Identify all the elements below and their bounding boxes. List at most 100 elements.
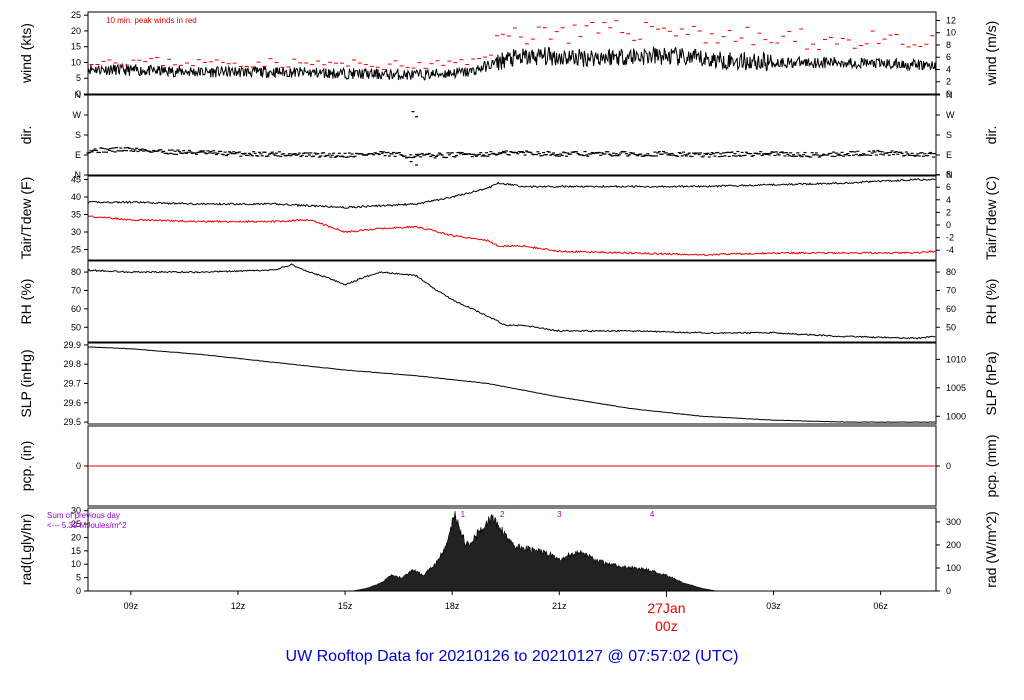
ytick-label-left: 30 xyxy=(71,227,81,237)
ytick-label-right: S xyxy=(946,130,952,140)
ylabel-right: SLP (hPa) xyxy=(983,351,999,415)
ylabel-right: pcp. (mm) xyxy=(983,435,999,498)
ylabel-left: wind (kts) xyxy=(18,23,34,84)
ytick-label-right: 300 xyxy=(946,517,961,527)
ylabel-left: pcp. (in) xyxy=(18,441,34,492)
ytick-label-right: N xyxy=(946,170,953,180)
ytick-label-right: 0 xyxy=(946,586,951,596)
rad-marker: 3 xyxy=(557,510,562,519)
ytick-label-right: 80 xyxy=(946,267,956,277)
ytick-label-right: 6 xyxy=(946,52,951,62)
ytick-label-left: 0 xyxy=(76,461,81,471)
ytick-label-left: 45 xyxy=(71,175,81,185)
ytick-label-left: 15 xyxy=(71,42,81,52)
panel-frame xyxy=(87,11,937,95)
ytick-label-right: 200 xyxy=(946,540,961,550)
ytick-label-left: 40 xyxy=(71,192,81,202)
ytick-label-right: -2 xyxy=(946,233,954,243)
ylabel-left: rad(Lgly/hr) xyxy=(18,514,34,586)
panel-frame xyxy=(87,94,937,176)
xtick-label: 09z xyxy=(124,601,139,611)
ytick-label-left: 5 xyxy=(76,73,81,83)
ytick-label-left: 10 xyxy=(71,57,81,67)
ylabel-right: RH (%) xyxy=(983,279,999,325)
ytick-label-left: 70 xyxy=(71,285,81,295)
slp-line xyxy=(87,346,936,423)
ytick-label-left: S xyxy=(75,130,81,140)
xtick-label: 18z xyxy=(445,601,460,611)
tdew-line xyxy=(87,215,936,257)
ytick-label-left: 20 xyxy=(71,532,81,542)
ytick-label-left: 25 xyxy=(71,519,81,529)
ylabel-left: dir. xyxy=(18,126,34,145)
ytick-label-right: 1005 xyxy=(946,383,966,393)
ytick-label-left: 15 xyxy=(71,546,81,556)
ytick-label-left: 29.8 xyxy=(63,359,81,369)
ytick-label-left: 29.7 xyxy=(63,379,81,389)
ytick-label-left: N xyxy=(75,90,82,100)
ytick-label-right: 0 xyxy=(946,89,951,99)
ytick-label-left: N xyxy=(75,170,82,180)
ytick-label-right: 50 xyxy=(946,322,956,332)
xtick-label: 21z xyxy=(552,601,567,611)
ytick-label-left: 29.5 xyxy=(63,417,81,427)
ytick-label-right: -4 xyxy=(946,245,954,255)
rad-marker: 2 xyxy=(500,510,505,519)
ytick-label-right: 6 xyxy=(946,182,951,192)
ytick-label-left: 60 xyxy=(71,304,81,314)
date-label: 27Jan xyxy=(647,600,685,616)
ytick-label-right: E xyxy=(946,150,952,160)
rad-annotation-line1: Sum of previous day xyxy=(47,511,120,520)
wind-line xyxy=(87,45,937,81)
ylabel-left: RH (%) xyxy=(18,279,34,325)
panel-frame xyxy=(87,342,937,425)
ytick-label-right: 10 xyxy=(946,28,956,38)
panel-frame xyxy=(87,260,937,343)
ylabel-right: rad (W/m^2) xyxy=(983,511,999,588)
ylabel-left: SLP (inHg) xyxy=(18,349,34,417)
chart-title: UW Rooftop Data for 20210126 to 20210127… xyxy=(285,648,739,665)
ytick-label-right: 2 xyxy=(946,207,951,217)
ytick-label-left: W xyxy=(73,110,82,120)
panel-frame xyxy=(87,175,937,261)
tair-line xyxy=(87,178,936,209)
rad-marker: 4 xyxy=(650,510,655,519)
ytick-label-left: 5 xyxy=(76,573,81,583)
rad-area xyxy=(352,511,717,592)
ytick-label-right: 4 xyxy=(946,64,951,74)
ytick-label-right: 0 xyxy=(946,461,951,471)
ytick-label-right: 70 xyxy=(946,285,956,295)
ytick-label-left: 80 xyxy=(71,267,81,277)
ytick-label-right: 4 xyxy=(946,195,951,205)
rad-marker: 1 xyxy=(461,510,466,519)
ytick-label-left: 50 xyxy=(71,322,81,332)
xtick-label: 15z xyxy=(338,601,353,611)
ytick-label-right: N xyxy=(946,90,953,100)
ytick-label-right: 1000 xyxy=(946,411,966,421)
ytick-label-left: E xyxy=(75,150,81,160)
ytick-label-left: 0 xyxy=(76,586,81,596)
ytick-label-left: 0 xyxy=(76,89,81,99)
ytick-label-right: 1010 xyxy=(946,354,966,364)
ytick-label-left: 10 xyxy=(71,559,81,569)
ytick-label-left: 29.6 xyxy=(63,398,81,408)
rh-line xyxy=(87,263,936,340)
xtick-label: 12z xyxy=(231,601,246,611)
ylabel-right: dir. xyxy=(983,126,999,145)
ytick-label-right: 100 xyxy=(946,563,961,573)
ytick-label-left: 29.9 xyxy=(63,340,81,350)
ytick-label-right: 0 xyxy=(946,220,951,230)
ytick-label-right: 8 xyxy=(946,170,951,180)
ylabel-left: Tair/Tdew (F) xyxy=(18,177,34,259)
ytick-label-left: 20 xyxy=(71,26,81,36)
wind-annotation: 10 min. peak winds in red xyxy=(106,16,197,25)
rad-annotation-line2: <--- 5.39 MJoules/m^2 xyxy=(47,521,127,530)
date-sub-label: 00z xyxy=(655,618,678,634)
ytick-label-right: 2 xyxy=(946,77,951,87)
ytick-label-left: 25 xyxy=(71,10,81,20)
ytick-label-left: 30 xyxy=(71,506,81,516)
ytick-label-right: 60 xyxy=(946,304,956,314)
ytick-label-right: 8 xyxy=(946,40,951,50)
ytick-label-right: 12 xyxy=(946,15,956,25)
